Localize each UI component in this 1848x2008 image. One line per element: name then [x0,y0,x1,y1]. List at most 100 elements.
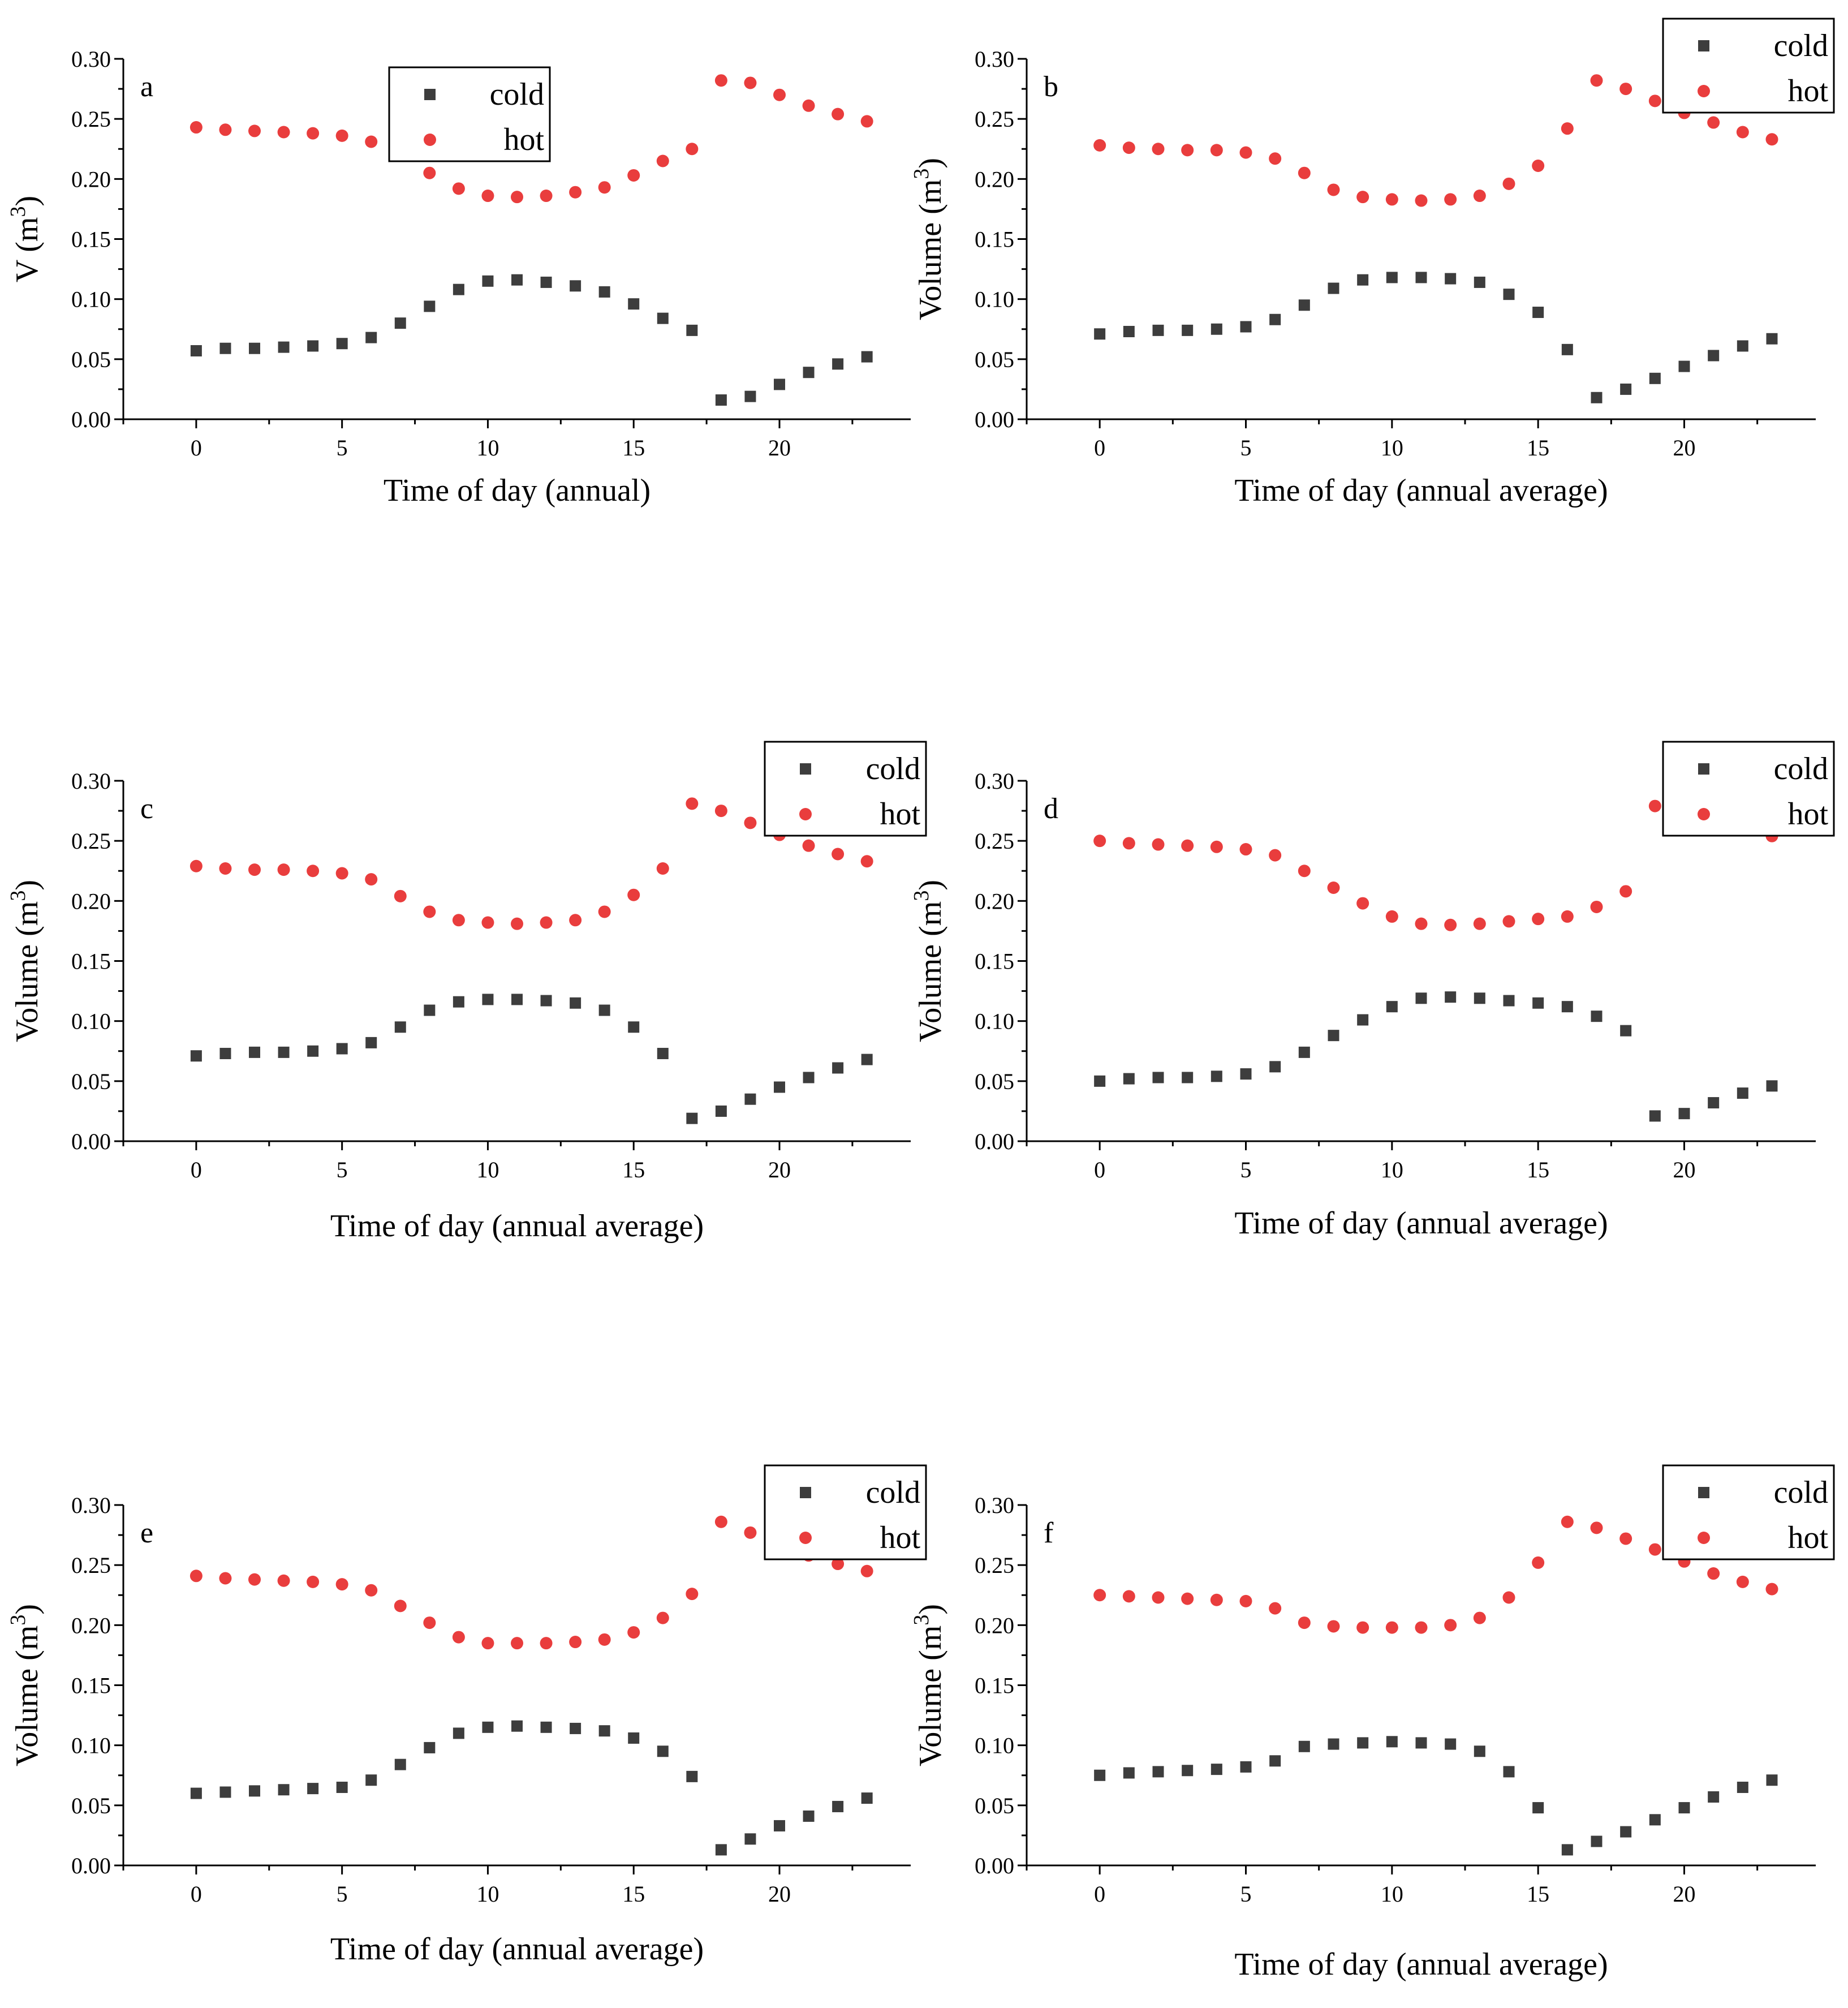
cold-point [1415,992,1427,1004]
cold-point [861,351,873,363]
legend-hot-marker [1698,808,1710,820]
legend-cold-marker [424,89,436,100]
cold-point [1240,1761,1252,1773]
legend-frame [1662,18,1835,114]
legend-frame [388,66,551,162]
y-tick-label: 0.00 [71,1853,111,1878]
y-axis-title: Volume (m3) [6,880,45,1042]
cold-point [686,1770,698,1782]
hot-point [1473,917,1486,930]
cold-point [190,1050,202,1062]
cold-point [1357,1737,1369,1749]
hot-point [832,108,845,121]
cold-point [190,345,202,356]
hot-point [1298,865,1311,878]
hot-point [1590,74,1603,87]
series-cold [1094,991,1778,1122]
cold-point [1211,323,1222,335]
legend-hot-marker [799,1532,812,1544]
cold-point [219,1786,231,1798]
x-tick-label: 10 [476,435,499,461]
cold-point [1620,1025,1632,1037]
hot-point [219,123,232,136]
y-tick-label: 0.15 [975,1673,1014,1699]
cold-point [540,995,552,1007]
hot-point [540,1637,553,1650]
legend-cold-label: cold [1774,28,1828,63]
cold-point [1152,1072,1164,1083]
hot-point [423,905,436,918]
panel-label: f [1044,1517,1054,1549]
x-tick-label: 20 [768,1881,791,1907]
hot-point [307,127,320,140]
cold-point [744,1833,756,1845]
y-tick-label: 0.25 [71,1553,111,1578]
x-tick-label: 10 [476,1881,499,1907]
cold-point [774,1081,785,1093]
y-tick-label: 0.20 [71,1613,111,1638]
cold-point [453,283,464,295]
y-tick-label: 0.05 [71,347,111,372]
legend-hot-label: hot [880,1520,920,1555]
y-tick-label: 0.00 [71,1129,111,1154]
y-axis-title: V (m3) [6,196,45,282]
legend-hot-marker [424,134,436,146]
legend-cold-label: cold [490,77,544,112]
hot-point [832,1558,845,1571]
y-tick-label: 0.25 [975,828,1014,854]
hot-point [656,862,669,875]
cold-point [1532,1802,1544,1814]
y-tick-label: 0.10 [71,1733,111,1758]
hot-point [1152,143,1165,156]
cold-point [249,1785,260,1797]
cold-point [1649,372,1661,384]
cold-point [1620,383,1632,395]
legend-hot-marker [799,808,812,820]
hot-point [219,1572,232,1585]
hot-point [394,889,407,902]
hot-point [714,805,727,818]
hot-point [1765,133,1778,146]
hot-point [335,867,348,880]
hot-point [569,186,582,199]
x-tick-label: 15 [1527,1157,1549,1183]
x-tick-label: 5 [337,1157,348,1183]
hot-point [1532,1556,1545,1569]
cold-point [511,994,523,1005]
cold-point [803,367,815,379]
hot-point [744,76,757,89]
hot-point [1590,1521,1603,1534]
hot-point [1210,840,1223,853]
hot-point [335,129,348,142]
hot-point [1093,835,1106,848]
hot-point [1327,1620,1340,1633]
cold-point [803,1810,815,1822]
cold-point [453,996,464,1008]
hot-point [1415,194,1428,207]
legend-hot-label: hot [503,122,544,157]
cold-point [715,1844,727,1856]
cold-point [365,1037,377,1048]
chart-panel-c: 0.00 0.05 0.10 0.15 0.20 0.25 0.30 0 5 10 15 20 c Tim… [6,741,927,1244]
cold-point [249,1046,260,1058]
cold-point [336,1043,348,1055]
legend-cold-label: cold [1774,751,1828,786]
hot-point [1765,1583,1778,1596]
hot-point [714,1515,727,1528]
y-tick-label: 0.00 [975,1129,1014,1154]
legend-frame [764,1464,927,1560]
cold-point [1678,360,1690,372]
hot-point [481,916,494,929]
cold-point [424,1742,436,1753]
cold-point [803,1072,815,1083]
hot-point [1298,1616,1311,1629]
cold-point [1737,340,1748,352]
cold-point [1328,282,1339,294]
hot-point [1327,183,1340,196]
legend: cold hot [1662,1464,1835,1560]
cold-point [1182,1765,1194,1777]
cold-point [540,276,552,288]
cold-point [744,390,756,402]
cold-point [1386,272,1398,283]
x-tick-label: 5 [337,1881,348,1907]
